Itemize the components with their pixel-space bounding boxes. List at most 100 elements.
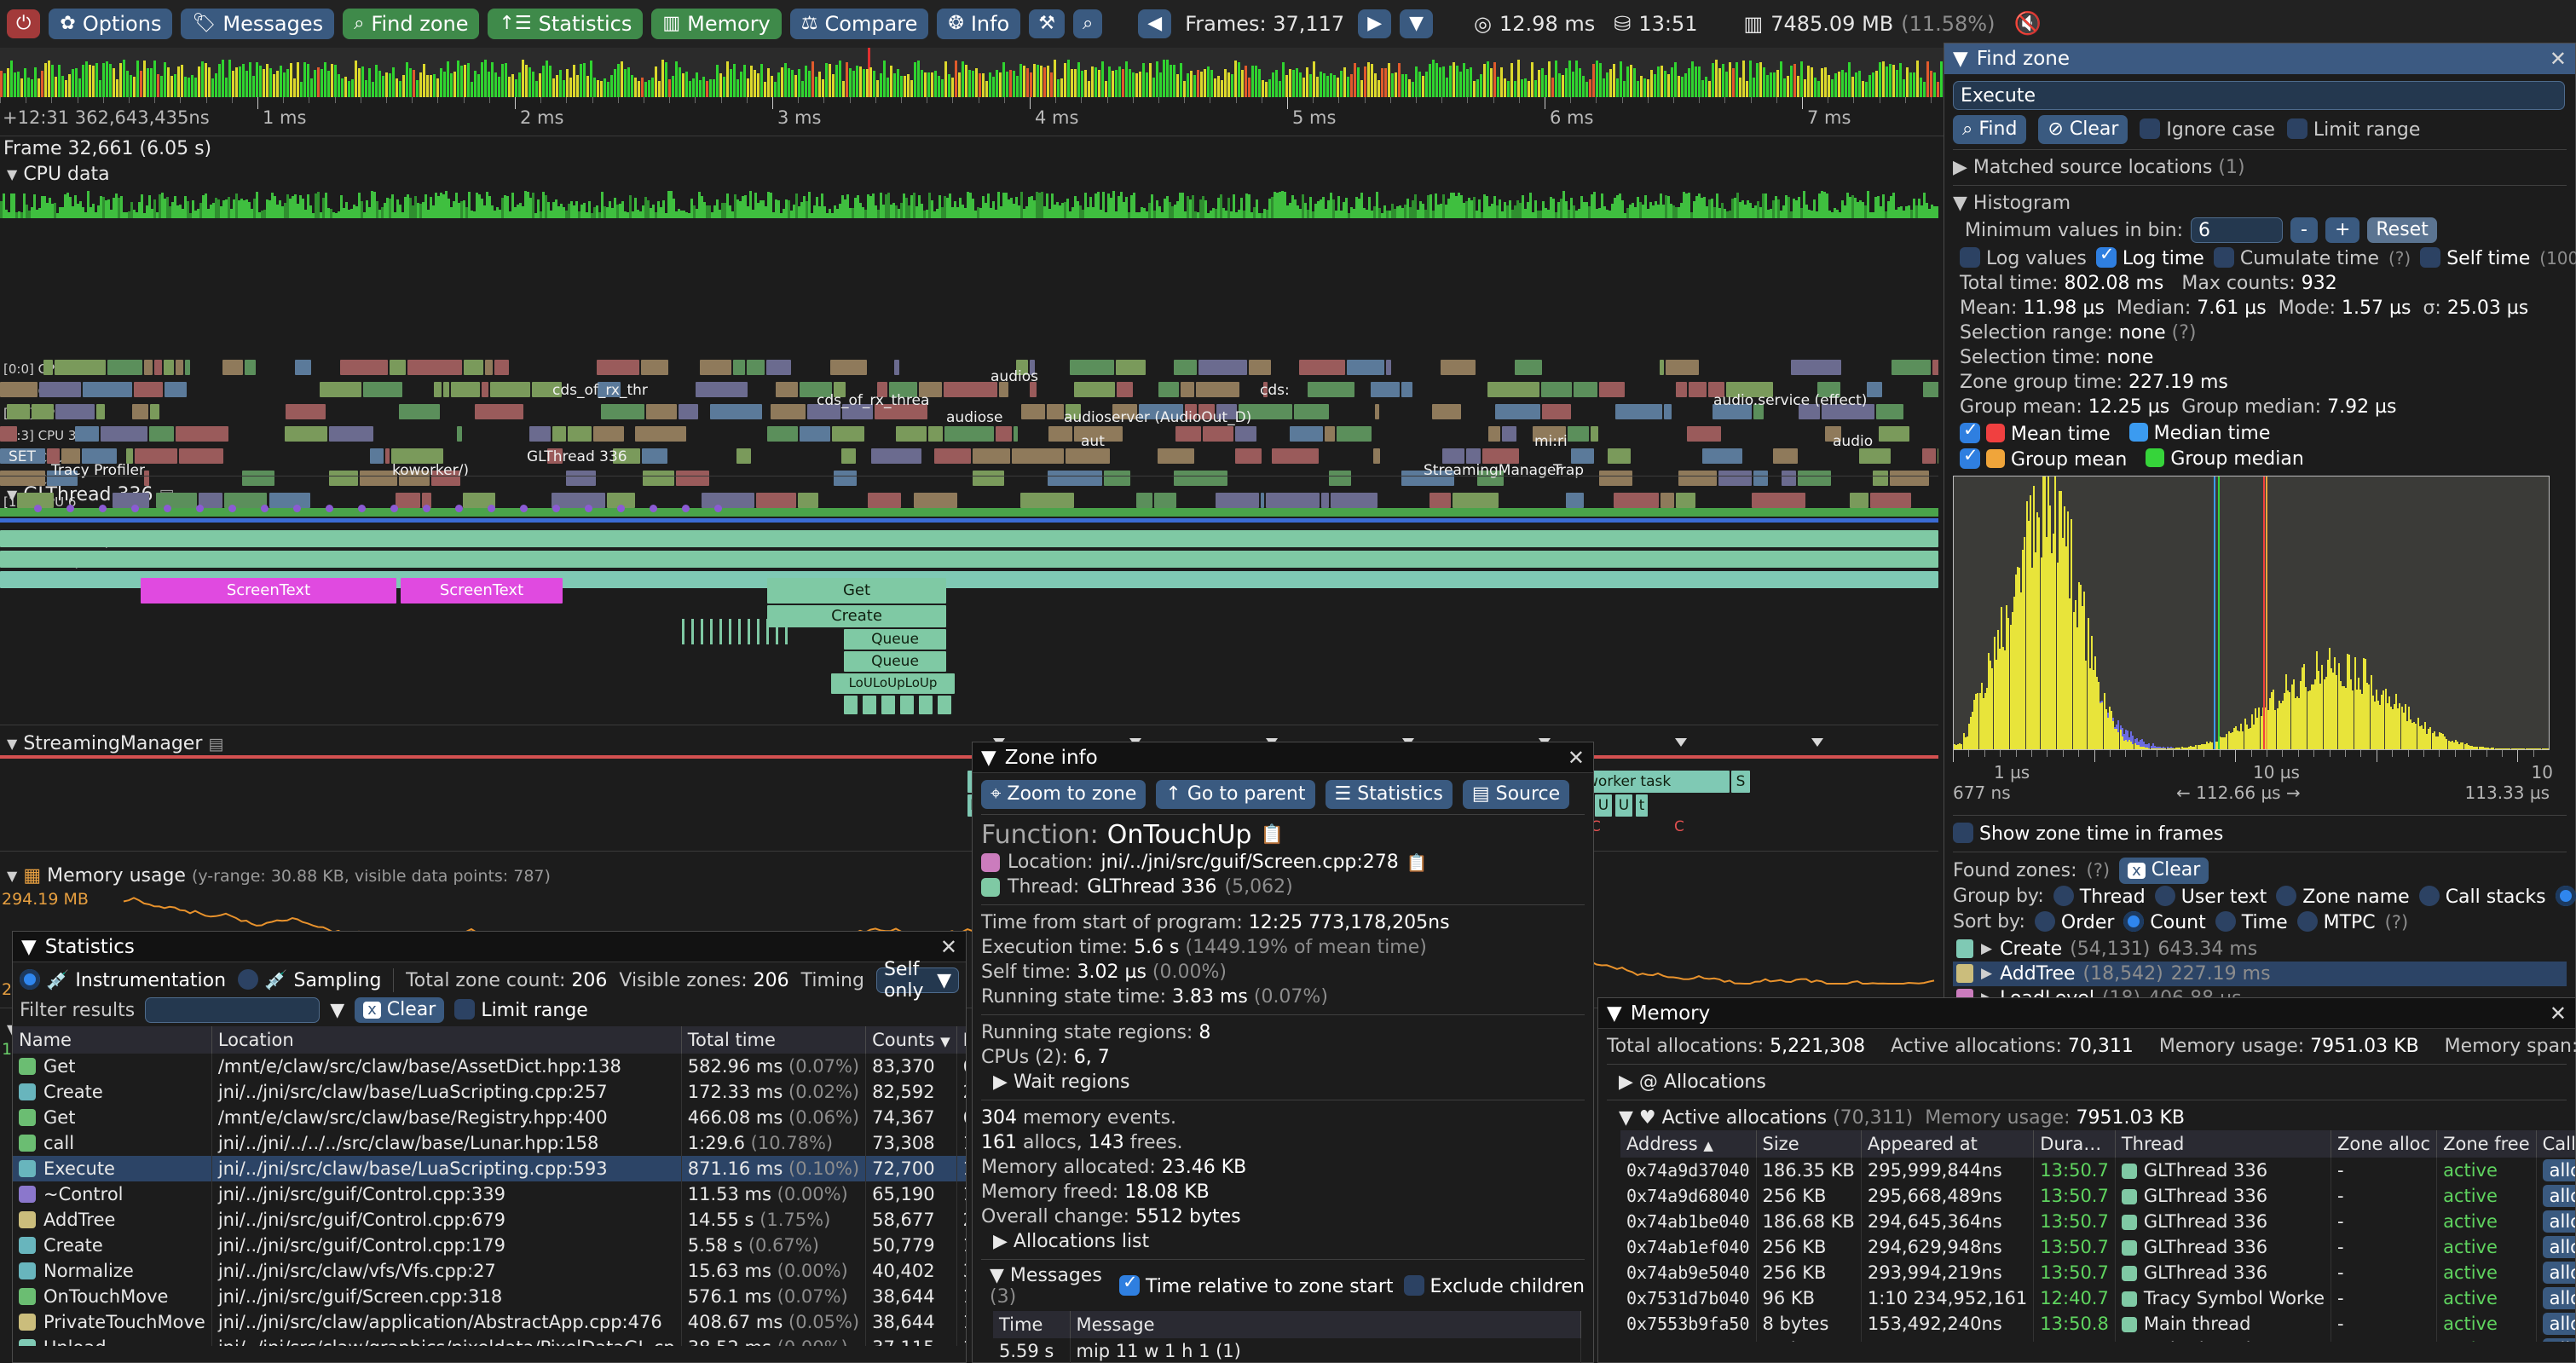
cpu-data-bar[interactable] (1821, 191, 1823, 218)
cpu-data-bar[interactable] (1601, 193, 1603, 218)
cpu-data-bar[interactable] (1302, 193, 1304, 218)
cpu-data-bar[interactable] (972, 199, 974, 218)
cpu-data-bar[interactable] (1759, 206, 1762, 218)
cpu-data-bar[interactable] (1077, 201, 1079, 218)
cpu-data-bar[interactable] (384, 203, 386, 218)
cpu-data-bar[interactable] (1015, 197, 1018, 218)
cpu-data-bar[interactable] (826, 212, 829, 218)
cpu-core-zone[interactable] (770, 404, 806, 419)
cpu-data-bar[interactable] (591, 212, 593, 218)
statistics-panel-title[interactable]: ▼ Statistics ✕ (13, 932, 966, 962)
cpu-data-bar[interactable] (829, 209, 831, 218)
cpu-data-bar[interactable] (1504, 202, 1506, 218)
cpu-core-zone[interactable] (489, 382, 531, 397)
cpu-data-bar[interactable] (793, 204, 795, 218)
cpu-data-bar[interactable] (1854, 197, 1857, 218)
cpu-core-zone[interactable] (269, 493, 311, 508)
col-mtpc[interactable]: MTPC (956, 1026, 966, 1054)
cpu-core-zone[interactable] (1074, 426, 1123, 442)
cpu-data-bar[interactable] (1585, 201, 1588, 218)
cpu-data-bar[interactable] (1731, 199, 1734, 218)
group-by-user-text-radio[interactable]: User text (2154, 884, 2267, 910)
cpu-data-bar[interactable] (844, 199, 846, 218)
limit-range-checkbox[interactable]: Limit range (2286, 117, 2420, 142)
memory-button[interactable]: ▥ Memory (651, 9, 782, 39)
cpu-data-bar[interactable] (1795, 200, 1798, 218)
cpu-data-bar[interactable] (703, 202, 706, 218)
options-button[interactable]: ✿ Options (49, 9, 173, 39)
cpu-data-bar[interactable] (1624, 212, 1626, 218)
cpu-data-bar[interactable] (765, 206, 767, 218)
zone-info-panel-title[interactable]: ▼ Zone info ✕ (973, 742, 1593, 773)
cpu-data-bar[interactable] (1790, 211, 1793, 218)
cpu-data-bar[interactable] (133, 210, 136, 218)
cpu-data-bar[interactable] (898, 208, 900, 218)
cpu-data-bar[interactable] (1841, 200, 1844, 218)
cpu-data-bar[interactable] (1729, 211, 1731, 218)
cpu-data-bar[interactable] (859, 203, 862, 218)
cpu-data-bar[interactable] (1573, 205, 1575, 218)
cpu-core-zone[interactable] (362, 382, 402, 397)
cpu-data-bar[interactable] (747, 205, 749, 218)
cpu-core-zone[interactable] (31, 404, 54, 419)
cpu-data-bar[interactable] (1514, 205, 1516, 218)
cpu-data-bar[interactable] (1647, 208, 1649, 218)
cpu-core-zone[interactable] (1872, 471, 1889, 486)
cpu-core-zone[interactable] (1850, 493, 1869, 508)
cpu-data-bar[interactable] (1435, 193, 1437, 218)
location-value[interactable]: jni/../jni/src/guif/Screen.cpp:278 (1100, 852, 1399, 874)
cpu-core-zone[interactable] (430, 471, 461, 486)
log-values-checkbox[interactable]: Log values (1960, 245, 2087, 271)
cpu-data-bar[interactable] (1343, 201, 1345, 218)
cpu-data-bar[interactable] (1105, 212, 1107, 218)
close-icon[interactable]: ✕ (1567, 745, 1585, 770)
col-total-time[interactable]: Total time (681, 1026, 867, 1054)
cpu-data-bar[interactable] (1118, 195, 1120, 218)
cpu-data-bar[interactable] (629, 195, 632, 218)
streaming-marker[interactable] (1675, 738, 1687, 747)
cpu-data-bar[interactable] (1611, 204, 1614, 218)
cpu-core-zone[interactable] (1174, 360, 1197, 375)
cpu-data-bar[interactable] (882, 204, 885, 218)
cpu-core-zone[interactable] (1570, 448, 1594, 464)
col-zone-free[interactable]: Zone free (2436, 1130, 2537, 1158)
cpu-core-zone[interactable] (1136, 493, 1153, 508)
cpu-data-bar[interactable] (1660, 193, 1662, 218)
cpu-data-bar[interactable] (169, 205, 171, 218)
cpu-data-bar[interactable] (136, 212, 138, 218)
cpu-data-bar[interactable] (1744, 205, 1747, 218)
cpu-data-bar[interactable] (821, 193, 823, 218)
cpu-data-bar[interactable] (1158, 206, 1161, 218)
cpu-data-bar[interactable] (1041, 191, 1043, 218)
cpu-data-bar[interactable] (309, 205, 312, 218)
group-median-checkbox[interactable]: Group median (2146, 447, 2304, 472)
glthread-zone-small[interactable] (900, 696, 914, 714)
glthread-zone-bar[interactable] (0, 551, 1938, 568)
cpu-data-bar[interactable] (1038, 193, 1041, 218)
cpu-core-zone[interactable] (1020, 493, 1075, 508)
close-icon[interactable]: ✕ (2549, 47, 2567, 71)
cpu-data-bar[interactable] (708, 205, 711, 218)
alloc-button[interactable]: alloc (2542, 1262, 2575, 1284)
cpu-core-zone[interactable] (1598, 471, 1632, 486)
cpu-data-bar[interactable] (1834, 207, 1836, 218)
cpu-data-bar[interactable] (949, 193, 951, 218)
cpu-data-bar[interactable] (312, 212, 315, 218)
cpu-core-zone[interactable] (1665, 360, 1700, 375)
ignore-case-checkbox[interactable]: Ignore case (2140, 117, 2275, 142)
cpu-data-bar[interactable] (1025, 205, 1028, 218)
show-zone-time-in-frames-checkbox[interactable]: Show zone time in frames (1953, 821, 2567, 846)
cpu-data-bar[interactable] (997, 192, 1000, 218)
cpu-data-bar[interactable] (378, 209, 381, 218)
cpu-core-zone[interactable] (1753, 404, 1764, 419)
cpu-data-bar[interactable] (1235, 212, 1238, 218)
cpu-core-zone[interactable] (1239, 404, 1293, 419)
cpu-core-zone[interactable] (600, 404, 645, 419)
cpu-data-bar[interactable] (51, 204, 54, 218)
cpu-core-zone[interactable] (285, 404, 326, 419)
cpu-data-bar[interactable] (1061, 202, 1064, 218)
cpu-core-zone[interactable] (1613, 493, 1659, 508)
cpu-core-zone[interactable] (1922, 448, 1937, 464)
glthread-zone-lou[interactable]: LoULoUpLoUp (831, 673, 955, 694)
cpu-data-bar[interactable] (1616, 194, 1619, 218)
